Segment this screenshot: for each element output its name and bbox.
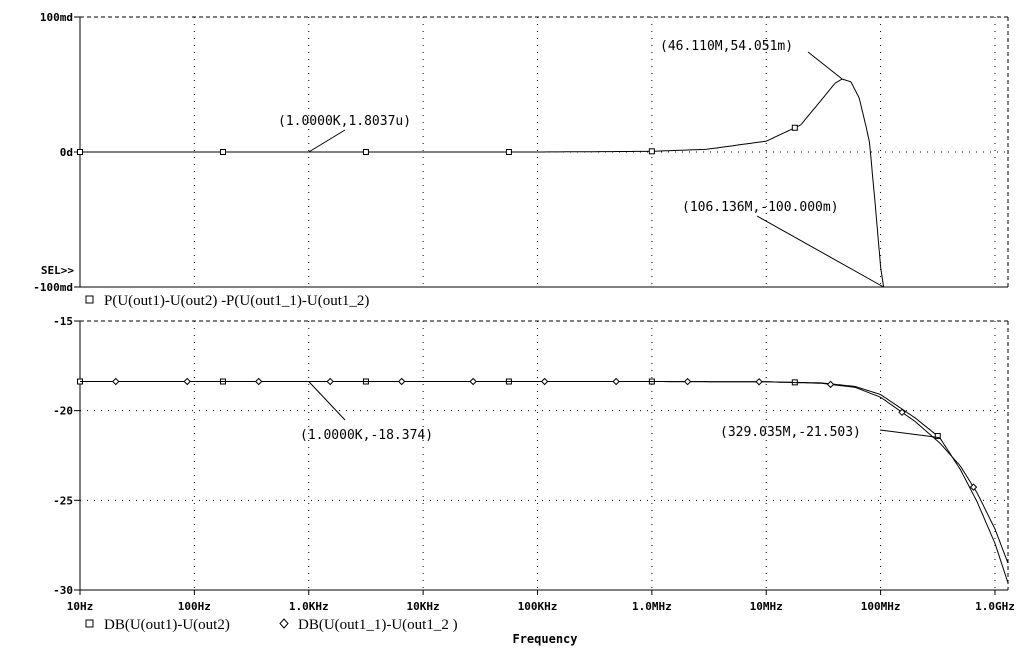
series-diamond-marker	[183, 377, 191, 386]
series-diamond-marker	[969, 483, 978, 491]
annotation-leader	[807, 51, 843, 80]
text-layer: 100md 0d -100md SEL>> P(U(out1)-U(out2) -P(U…	[33, 11, 1015, 646]
x-tick-label: 1.0MHz	[632, 600, 672, 613]
x-tick-label: 100KHz	[518, 600, 558, 613]
x-tick-label: 10Hz	[67, 600, 94, 613]
annotation-leader	[308, 381, 346, 421]
legend-label: DB(U(out1)-U(out2)	[104, 617, 230, 633]
series-line-square	[80, 78, 885, 288]
annotation-label: (329.035M,-21.503)	[720, 425, 861, 440]
y-tick-label: -20	[53, 405, 73, 418]
series-square-marker	[934, 433, 941, 440]
annotation-leader	[756, 215, 884, 288]
series-layer	[77, 78, 1009, 583]
series-diamond-marker	[826, 380, 835, 389]
series-diamond-marker	[112, 377, 120, 386]
annotation-label: (1.0000K,1.8037u)	[278, 114, 411, 129]
frame-layer	[74, 16, 1009, 595]
y-tick-label: 0d	[60, 146, 73, 159]
series-diamond-marker	[469, 377, 477, 386]
legend-label: DB(U(out1_1)-U(out1_2 )	[298, 617, 458, 633]
y-tick-label: 100md	[40, 11, 73, 24]
annotation-leader	[879, 429, 940, 439]
series-line-diamond	[80, 381, 1009, 564]
x-axis-title: Frequency	[512, 632, 577, 646]
series-diamond-marker	[612, 377, 620, 386]
sel-marker: SEL>>	[41, 264, 74, 277]
annotation-leader	[308, 129, 346, 153]
series-diamond-marker	[326, 377, 334, 386]
y-tick-label: -25	[53, 494, 73, 507]
series-square-marker	[791, 124, 798, 131]
legend-square-marker	[85, 619, 94, 628]
y-tick-label: -30	[53, 584, 73, 597]
annotation-label: (106.136M,-100.000m)	[682, 200, 839, 215]
grid-layer	[80, 17, 1008, 590]
series-square-marker	[362, 149, 369, 155]
x-tick-label: 100Hz	[178, 600, 211, 613]
series-diamond-marker	[683, 377, 692, 386]
x-tick-label: 100MHz	[861, 600, 901, 613]
series-diamond-marker	[898, 408, 906, 417]
x-tick-label: 1.0KHz	[289, 600, 329, 613]
annotation-layer: (46.110M,54.051m) (1.0000K,1.8037u) (106.1…	[278, 39, 940, 443]
y-tick-label: -15	[53, 315, 73, 328]
series-square-marker	[77, 149, 83, 155]
legend-square-marker	[85, 295, 94, 304]
series-diamond-marker	[755, 378, 763, 386]
series-square-marker	[648, 148, 655, 155]
series-square-marker	[505, 149, 512, 155]
legend-diamond-marker	[279, 618, 289, 629]
x-tick-label: 10MHz	[750, 600, 783, 613]
series-diamond-marker	[540, 377, 549, 386]
legend-label: P(U(out1)-U(out2) -P(U(out1_1)-U(out1_2)	[104, 293, 369, 309]
x-tick-label: 1.0GHz	[975, 600, 1015, 613]
annotation-label: (46.110M,54.051m)	[660, 39, 793, 54]
y-tick-label: -100md	[33, 281, 73, 294]
series-diamond-marker	[254, 377, 263, 386]
annotation-label: (1.0000K,-18.374)	[300, 428, 433, 443]
x-tick-label: 10KHz	[407, 600, 440, 613]
series-square-marker	[219, 149, 226, 155]
series-line-square	[80, 381, 1009, 583]
series-diamond-marker	[397, 377, 406, 386]
